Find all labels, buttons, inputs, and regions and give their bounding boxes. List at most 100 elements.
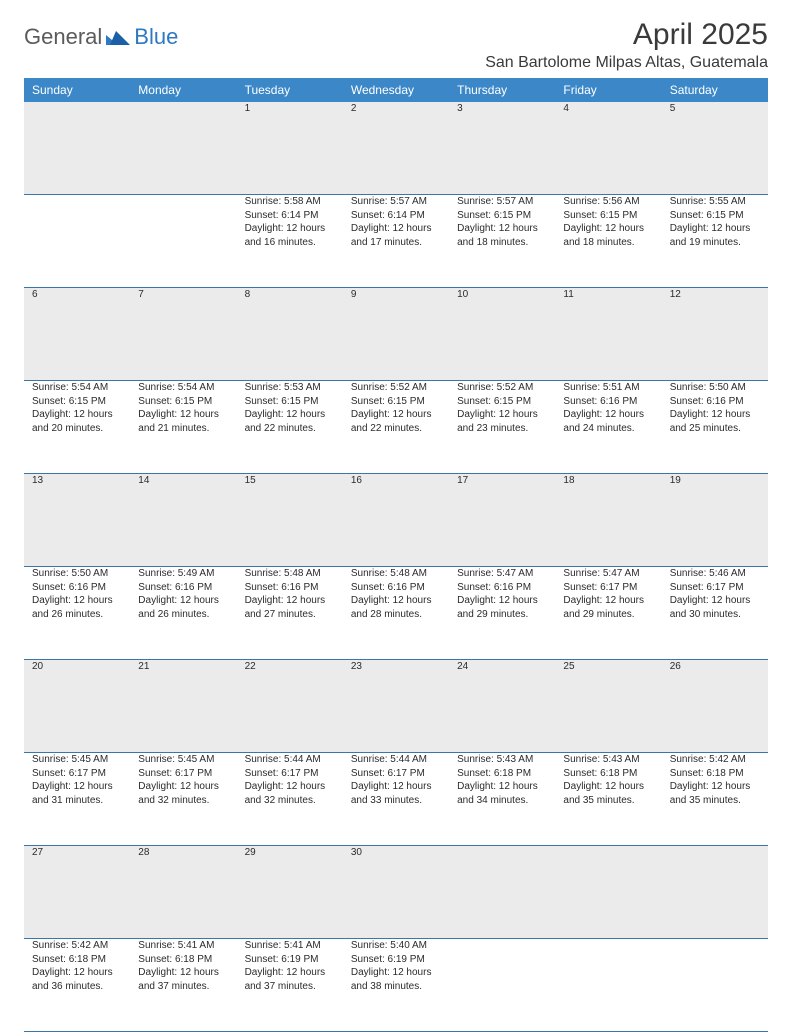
day-number: 7 (130, 288, 236, 381)
sunrise-text: Sunrise: 5:54 AM (32, 381, 124, 395)
day1-text: Daylight: 12 hours (670, 780, 762, 794)
col-sunday: Sunday (24, 78, 130, 102)
day-number: 11 (555, 288, 661, 381)
sunset-text: Sunset: 6:17 PM (32, 767, 124, 781)
day2-text: and 37 minutes. (245, 980, 337, 994)
sunrise-text: Sunrise: 5:53 AM (245, 381, 337, 395)
day-cell (130, 195, 236, 288)
day-number: 26 (662, 660, 768, 753)
sunset-text: Sunset: 6:16 PM (245, 581, 337, 595)
day-number: 3 (449, 102, 555, 195)
sunrise-text: Sunrise: 5:45 AM (138, 753, 230, 767)
day1-text: Daylight: 12 hours (351, 594, 443, 608)
day-cell: Sunrise: 5:45 AMSunset: 6:17 PMDaylight:… (130, 753, 236, 846)
day-number: 19 (662, 474, 768, 567)
day2-text: and 22 minutes. (351, 422, 443, 436)
day-cell: Sunrise: 5:43 AMSunset: 6:18 PMDaylight:… (555, 753, 661, 846)
sunset-text: Sunset: 6:16 PM (138, 581, 230, 595)
day2-text: and 23 minutes. (457, 422, 549, 436)
day-number: 16 (343, 474, 449, 567)
day-cell: Sunrise: 5:55 AMSunset: 6:15 PMDaylight:… (662, 195, 768, 288)
sunrise-text: Sunrise: 5:57 AM (351, 195, 443, 209)
sunset-text: Sunset: 6:16 PM (457, 581, 549, 595)
day-number: 28 (130, 846, 236, 939)
day1-text: Daylight: 12 hours (245, 594, 337, 608)
day-number: 9 (343, 288, 449, 381)
day1-text: Daylight: 12 hours (245, 408, 337, 422)
day1-text: Daylight: 12 hours (245, 966, 337, 980)
day-number (449, 846, 555, 939)
day-cell (662, 939, 768, 1032)
sunrise-text: Sunrise: 5:58 AM (245, 195, 337, 209)
day2-text: and 33 minutes. (351, 794, 443, 808)
day1-text: Daylight: 12 hours (245, 780, 337, 794)
sunrise-text: Sunrise: 5:44 AM (351, 753, 443, 767)
sunrise-text: Sunrise: 5:40 AM (351, 939, 443, 953)
daynum-row: 13141516171819 (24, 474, 768, 567)
day-number: 14 (130, 474, 236, 567)
sunset-text: Sunset: 6:17 PM (138, 767, 230, 781)
day-cell: Sunrise: 5:54 AMSunset: 6:15 PMDaylight:… (130, 381, 236, 474)
sunset-text: Sunset: 6:14 PM (245, 209, 337, 223)
day2-text: and 30 minutes. (670, 608, 762, 622)
daynum-row: 20212223242526 (24, 660, 768, 753)
day2-text: and 19 minutes. (670, 236, 762, 250)
day-cell: Sunrise: 5:42 AMSunset: 6:18 PMDaylight:… (662, 753, 768, 846)
daynum-row: 12345 (24, 102, 768, 195)
day-cell: Sunrise: 5:51 AMSunset: 6:16 PMDaylight:… (555, 381, 661, 474)
day-number: 2 (343, 102, 449, 195)
day-number (555, 846, 661, 939)
day2-text: and 29 minutes. (563, 608, 655, 622)
col-thursday: Thursday (449, 78, 555, 102)
sunset-text: Sunset: 6:18 PM (457, 767, 549, 781)
day2-text: and 36 minutes. (32, 980, 124, 994)
col-monday: Monday (130, 78, 236, 102)
sunset-text: Sunset: 6:15 PM (32, 395, 124, 409)
sunset-text: Sunset: 6:15 PM (563, 209, 655, 223)
day2-text: and 28 minutes. (351, 608, 443, 622)
day2-text: and 35 minutes. (563, 794, 655, 808)
day-cell: Sunrise: 5:41 AMSunset: 6:18 PMDaylight:… (130, 939, 236, 1032)
day-cell: Sunrise: 5:40 AMSunset: 6:19 PMDaylight:… (343, 939, 449, 1032)
sunrise-text: Sunrise: 5:41 AM (245, 939, 337, 953)
brand-blue: Blue (134, 24, 178, 50)
week-row: Sunrise: 5:42 AMSunset: 6:18 PMDaylight:… (24, 939, 768, 1032)
day-number: 24 (449, 660, 555, 753)
day-number: 6 (24, 288, 130, 381)
day-cell: Sunrise: 5:48 AMSunset: 6:16 PMDaylight:… (237, 567, 343, 660)
day-number: 30 (343, 846, 449, 939)
sunrise-text: Sunrise: 5:45 AM (32, 753, 124, 767)
sunrise-text: Sunrise: 5:43 AM (563, 753, 655, 767)
sunrise-text: Sunrise: 5:48 AM (245, 567, 337, 581)
day1-text: Daylight: 12 hours (563, 408, 655, 422)
day1-text: Daylight: 12 hours (32, 966, 124, 980)
day2-text: and 31 minutes. (32, 794, 124, 808)
sunset-text: Sunset: 6:16 PM (563, 395, 655, 409)
day2-text: and 21 minutes. (138, 422, 230, 436)
day1-text: Daylight: 12 hours (670, 222, 762, 236)
day-cell (24, 195, 130, 288)
calendar-page: General Blue April 2025 San Bartolome Mi… (0, 0, 792, 612)
sunset-text: Sunset: 6:19 PM (351, 953, 443, 967)
sunset-text: Sunset: 6:18 PM (138, 953, 230, 967)
sunset-text: Sunset: 6:16 PM (351, 581, 443, 595)
sunset-text: Sunset: 6:17 PM (351, 767, 443, 781)
day2-text: and 26 minutes. (138, 608, 230, 622)
day2-text: and 18 minutes. (563, 236, 655, 250)
day-cell: Sunrise: 5:53 AMSunset: 6:15 PMDaylight:… (237, 381, 343, 474)
sunrise-text: Sunrise: 5:42 AM (670, 753, 762, 767)
sunset-text: Sunset: 6:16 PM (670, 395, 762, 409)
month-title: April 2025 (485, 18, 768, 52)
day2-text: and 34 minutes. (457, 794, 549, 808)
day-cell: Sunrise: 5:45 AMSunset: 6:17 PMDaylight:… (24, 753, 130, 846)
day1-text: Daylight: 12 hours (32, 408, 124, 422)
day-number (24, 102, 130, 195)
week-row: Sunrise: 5:58 AMSunset: 6:14 PM Daylight:… (24, 195, 768, 288)
day-cell: Sunrise: 5:54 AMSunset: 6:15 PMDaylight:… (24, 381, 130, 474)
week-row: Sunrise: 5:54 AMSunset: 6:15 PMDaylight:… (24, 381, 768, 474)
sunrise-text: Sunrise: 5:46 AM (670, 567, 762, 581)
day-cell: Sunrise: 5:46 AMSunset: 6:17 PMDaylight:… (662, 567, 768, 660)
day1-text: Daylight: 12 hours (563, 594, 655, 608)
day2-text: and 26 minutes. (32, 608, 124, 622)
sunrise-text: Sunrise: 5:56 AM (563, 195, 655, 209)
